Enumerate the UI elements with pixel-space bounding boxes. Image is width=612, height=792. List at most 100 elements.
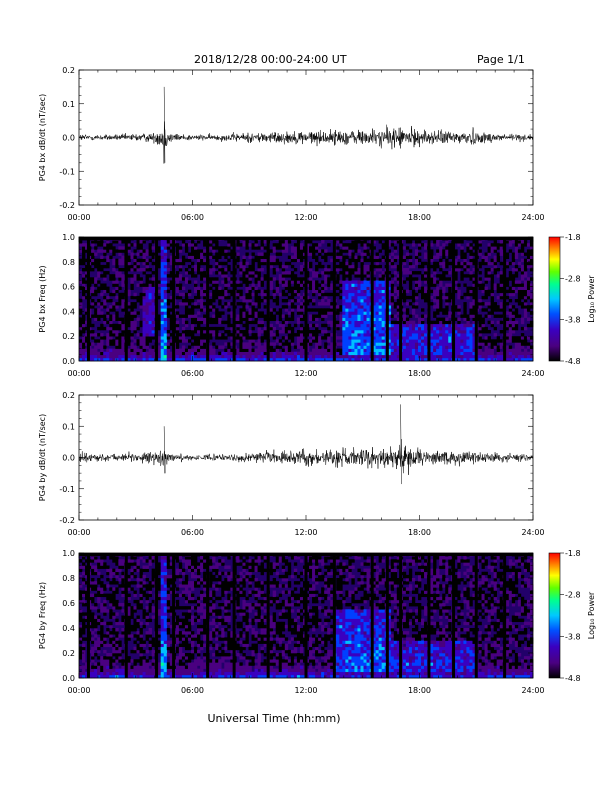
spectrogram-cell (215, 354, 219, 359)
spectrogram-cell (472, 333, 476, 337)
spectrogram-cell (251, 326, 255, 331)
spectrogram-cell (178, 336, 183, 340)
spectrogram-cell (82, 593, 86, 598)
spectrogram-cell (121, 649, 125, 654)
spectrogram-cell (390, 258, 395, 263)
spectrogram-cell (109, 659, 113, 663)
spectrogram-cell (360, 333, 364, 337)
spectrogram-cell (200, 271, 204, 275)
spectrogram-cell (523, 342, 528, 346)
spectrogram-cell (381, 357, 385, 362)
spectrogram-cell (97, 643, 101, 648)
spectrogram-cell (100, 562, 104, 566)
spectrogram-cell (148, 268, 152, 272)
spectrogram-cell (411, 336, 416, 340)
spectrogram-cell (393, 286, 398, 290)
spectrogram-cell (366, 252, 370, 256)
spectrogram-cell (254, 277, 258, 281)
spectrogram-cell (496, 320, 501, 325)
spectrogram-cell (215, 326, 219, 331)
spectrogram-cell (263, 305, 267, 309)
spectrogram-cell (190, 320, 195, 325)
spectrogram-cell (97, 656, 101, 660)
spectrogram-cell (257, 354, 261, 359)
spectrogram-cell (82, 612, 86, 616)
spectrogram-cell (405, 240, 410, 244)
spectrogram-cell (209, 336, 213, 340)
spectrogram-cell (327, 252, 331, 256)
spectrogram-cell (157, 320, 162, 325)
spectrogram-cell (290, 317, 295, 321)
spectrogram-cell (254, 336, 258, 340)
spectrogram-cell (354, 289, 358, 294)
spectrogram-cell (160, 268, 165, 272)
spectrogram-cell (448, 326, 452, 331)
spectrogram-cell (218, 271, 222, 275)
spectrogram-cell (79, 593, 83, 598)
spectrogram-cell (408, 255, 413, 259)
spectrogram-cell (139, 283, 143, 287)
spectrogram-cell (360, 302, 364, 306)
spectrogram-cell (94, 357, 98, 362)
spectrogram-cell (375, 258, 379, 263)
spectrogram-cell (221, 252, 225, 256)
spectrogram-cell (257, 255, 261, 259)
spectrogram-cell (472, 286, 476, 290)
spectrogram-cell (478, 305, 482, 309)
spectrogram-cell (408, 333, 413, 337)
spectrogram-cell (181, 351, 186, 356)
spectrogram-cell (312, 330, 316, 334)
spectrogram-cell (469, 339, 473, 343)
spectrogram-cell (366, 280, 370, 284)
spectrogram-cell (372, 255, 376, 259)
spectrogram-cell (91, 584, 95, 588)
spectrogram-cell (457, 345, 461, 349)
spectrogram-cell (511, 348, 516, 352)
spectrogram-cell (109, 656, 113, 660)
spectrogram-cell (396, 339, 401, 343)
spectrogram-cell (94, 565, 98, 569)
spectrogram-cell (433, 292, 437, 297)
spectrogram-cell (227, 354, 231, 359)
spectrogram-cell (112, 662, 116, 666)
spectrogram-cell (357, 289, 361, 294)
spectrogram-cell (272, 292, 277, 297)
spectrogram-cell (505, 240, 510, 244)
spectrogram-cell (357, 249, 361, 253)
spectrogram-cell (203, 302, 207, 306)
spectrogram-cell (115, 637, 119, 641)
spectrogram-cell (339, 249, 343, 253)
spectrogram-cell (91, 593, 95, 598)
spectrogram-cell (103, 336, 107, 340)
spectrogram-cell (366, 277, 370, 281)
spectrogram-cell (421, 330, 425, 334)
spectrogram-cell (436, 292, 440, 297)
spectrogram-cell (79, 354, 83, 359)
spectrogram-cell (360, 280, 364, 284)
spectrogram-cell (82, 351, 86, 356)
spectrogram-cell (212, 289, 216, 294)
spectrogram-cell (526, 289, 531, 294)
spectrogram-cell (221, 333, 225, 337)
spectrogram-cell (351, 286, 355, 290)
spectrogram-cell (103, 271, 107, 275)
spectrogram-cell (348, 330, 352, 334)
spectrogram-cell (257, 258, 261, 263)
spectrogram-cell (197, 252, 201, 256)
spectrogram-cell (136, 243, 140, 247)
spectrogram-cell (390, 330, 395, 334)
spectrogram-cell (372, 357, 376, 362)
spectrogram-cell (103, 656, 107, 660)
spectrogram-cell (372, 271, 376, 275)
spectrogram-cell (230, 354, 234, 359)
spectrogram-cell (487, 305, 491, 309)
spectrogram-cell (248, 271, 252, 275)
spectrogram-cell (197, 289, 201, 294)
data-gap-stripe (206, 237, 210, 361)
spectrogram-cell (85, 568, 89, 573)
spectrogram-cell (290, 246, 295, 250)
spectrogram-cell (357, 268, 361, 272)
spectrogram-cell (405, 342, 410, 346)
spectrogram-cell (260, 339, 264, 343)
spectrogram-cell (378, 339, 382, 343)
